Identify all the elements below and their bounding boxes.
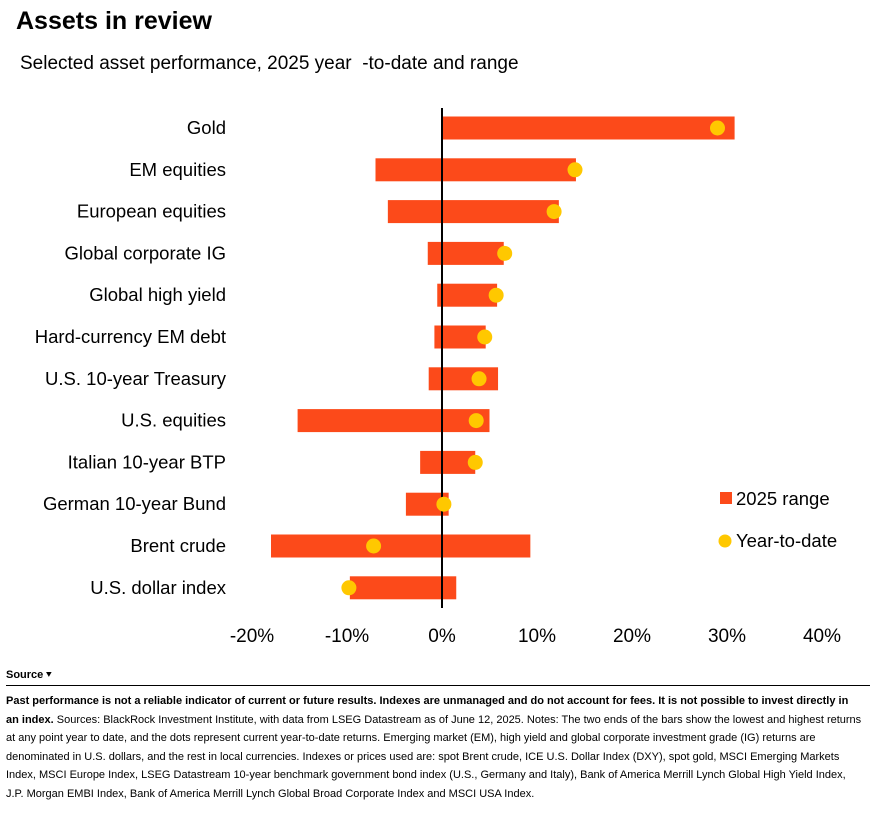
source-notes: Past performance is not a reliable indic… — [6, 692, 864, 803]
category-label: European equities — [77, 201, 226, 222]
range-bar — [297, 409, 490, 433]
x-tick-label: 10% — [518, 626, 556, 647]
x-tick-label: -20% — [230, 626, 274, 647]
ytd-dot — [567, 162, 583, 178]
divider — [6, 685, 870, 686]
legend-range-swatch — [720, 492, 732, 504]
ytd-dot — [546, 204, 562, 220]
category-label: Hard-currency EM debt — [35, 326, 226, 347]
source-toggle-button[interactable]: Source ⯆ — [6, 669, 53, 681]
x-tick-label: 0% — [428, 626, 456, 647]
ytd-dot — [477, 329, 493, 345]
x-tick-label: -10% — [325, 626, 369, 647]
category-label: Brent crude — [130, 535, 226, 556]
ytd-dot — [436, 496, 452, 512]
range-bar — [428, 367, 499, 391]
ytd-dot — [497, 245, 513, 261]
x-tick-label: 30% — [708, 626, 746, 647]
category-label: U.S. equities — [121, 410, 226, 431]
range-bar — [387, 200, 559, 224]
ytd-dot — [468, 413, 484, 429]
category-label: Global high yield — [89, 284, 226, 305]
range-bar — [434, 325, 486, 349]
chevron-down-icon: ⯆ — [45, 670, 53, 680]
category-label: German 10-year Bund — [43, 493, 226, 514]
disclaimer-text: Past performance is not a reliable indic… — [6, 695, 849, 726]
legend-ytd-label: Year-to-date — [736, 530, 837, 551]
source-label: Source — [6, 669, 44, 681]
ytd-dot — [471, 371, 487, 387]
ytd-dot — [341, 580, 357, 596]
range-bar — [271, 534, 531, 558]
category-label: Global corporate IG — [65, 242, 226, 263]
range-bar — [420, 450, 476, 474]
ytd-dot — [467, 454, 483, 470]
range-bar — [427, 241, 504, 265]
range-bar — [437, 283, 498, 307]
category-label: Italian 10-year BTP — [68, 451, 226, 472]
legend-ytd-swatch — [718, 534, 732, 548]
category-label: EM equities — [129, 159, 226, 180]
category-label: Gold — [187, 117, 226, 138]
asset-performance-chart: Gold EM equities European equities Global c… — [35, 108, 841, 647]
ytd-dot — [488, 287, 504, 303]
range-bar — [375, 158, 576, 182]
x-tick-label: 40% — [803, 626, 841, 647]
notes-text: Sources: BlackRock Investment Institute,… — [6, 713, 862, 800]
range-bar — [442, 116, 735, 140]
page-title: Assets in review — [16, 7, 212, 35]
chart-subtitle: Selected asset performance, 2025 year -t… — [20, 53, 519, 74]
x-tick-label: 20% — [613, 626, 651, 647]
range-bar — [349, 576, 457, 600]
category-label: U.S. 10-year Treasury — [45, 368, 227, 389]
ytd-dot — [366, 538, 382, 554]
range-bar — [405, 492, 449, 516]
category-label: U.S. dollar index — [90, 577, 226, 598]
ytd-dot — [710, 120, 725, 136]
legend-range-label: 2025 range — [736, 488, 830, 509]
